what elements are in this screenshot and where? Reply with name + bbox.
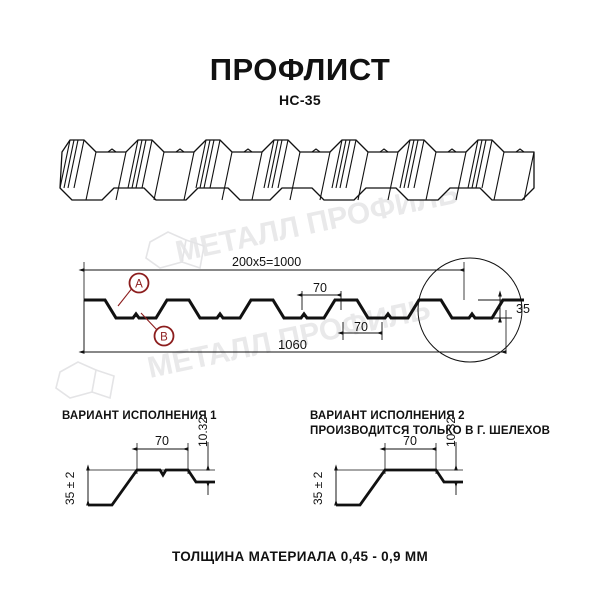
marker-a: A [117, 272, 150, 307]
marker-b: B [140, 312, 175, 347]
page-title: ПРОФЛИСТ [209, 52, 391, 87]
section-profile-path [84, 298, 524, 320]
marker-a-label: A [135, 279, 143, 291]
variant-2-title: ВАРИАНТ ИСПОЛНЕНИЯ 2 [310, 410, 465, 422]
variant-2-subtitle: ПРОИЗВОДИТСЯ ТОЛЬКО В Г. ШЕЛЕХОВ [310, 425, 551, 437]
variant-2-flange-label: 70 [403, 434, 417, 448]
dimension-height-label: 35 [516, 302, 530, 316]
profiled-sheet-3d-view [59, 139, 535, 201]
marker-b-label: B [160, 332, 168, 344]
variant-1-title: ВАРИАНТ ИСПОЛНЕНИЯ 1 [62, 410, 217, 422]
variant-2-profile-path [336, 468, 463, 507]
dimension-bottom-flange-label: 70 [354, 320, 368, 334]
dimension-top-flange-label: 70 [313, 281, 327, 295]
material-thickness-note: ТОЛЩИНА МАТЕРИАЛА 0,45 - 0,9 ММ [171, 549, 428, 564]
variant-2-title-block: ВАРИАНТ ИСПОЛНЕНИЯ 2 ПРОИЗВОДИТСЯ ТОЛЬКО… [310, 409, 550, 439]
dimension-total-width-label: 1060 [278, 337, 307, 352]
page-subtitle: НС-35 [279, 92, 321, 108]
variant-1-flange-label: 70 [155, 434, 169, 448]
detail-zoom-circle [417, 257, 523, 363]
dimension-pitch-label: 200x5=1000 [232, 255, 302, 269]
variant-1-height-label: 35 ± 2 [63, 471, 77, 505]
variant-2-drawing [334, 442, 463, 507]
variant-1-profile-path [88, 468, 215, 507]
dimension-bottom-flange [337, 322, 383, 340]
watermark-logo [55, 231, 205, 400]
variant-1-drawing [86, 442, 215, 507]
cross-section-drawing: A B [78, 257, 524, 363]
variant-2-height-label: 35 ± 2 [311, 471, 325, 505]
